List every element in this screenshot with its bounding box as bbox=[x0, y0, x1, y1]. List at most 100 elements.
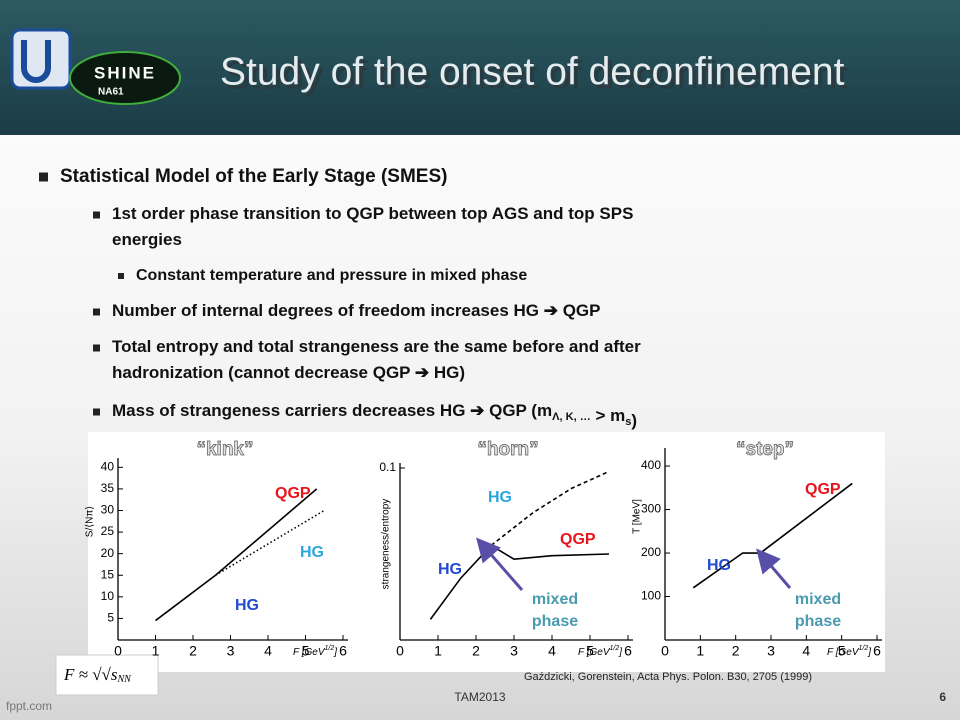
x-tick-label: 2 bbox=[189, 643, 197, 659]
text-run: energies bbox=[112, 230, 182, 249]
footer-center: TAM2013 bbox=[454, 690, 505, 704]
plot-label: QGP bbox=[805, 481, 841, 498]
bullet-text: Statistical Model of the Early Stage (SM… bbox=[60, 166, 447, 187]
x-label-end: ] bbox=[867, 647, 871, 658]
x-tick-label: 2 bbox=[472, 643, 480, 659]
x-tick-label: 3 bbox=[510, 643, 518, 659]
bullet-marker bbox=[39, 172, 48, 182]
brand: fppt.com bbox=[6, 699, 52, 713]
bullet-text: Total entropy and total strangeness are … bbox=[112, 337, 641, 356]
logo-oval bbox=[69, 51, 181, 105]
y-tick-label: 35 bbox=[101, 481, 115, 495]
text-run: Constant temperature and pressure in mix… bbox=[136, 267, 527, 284]
plot-label: HG bbox=[488, 489, 512, 506]
x-label-sup: 1/2 bbox=[325, 645, 335, 652]
y-tick-label: 400 bbox=[641, 458, 661, 472]
x-label-main: F [GeV bbox=[293, 647, 326, 658]
bullet-marker bbox=[93, 211, 100, 219]
label-line: HG bbox=[707, 557, 731, 574]
subscript: Λ, K, … bbox=[552, 411, 591, 423]
pointer-arrow bbox=[476, 537, 524, 591]
logo-text: SHINE bbox=[94, 63, 156, 82]
plot-label: QGP bbox=[560, 531, 596, 548]
x-label-sup: 1/2 bbox=[610, 645, 620, 652]
formula: F ≈ √√sNN bbox=[63, 665, 132, 685]
text-run: Total entropy and total strangeness are … bbox=[112, 337, 641, 356]
bullet-marker bbox=[93, 308, 100, 316]
text-run: Statistical Model of the Early Stage (SM… bbox=[60, 166, 447, 187]
x-tick-label: 4 bbox=[548, 643, 556, 659]
x-tick-label: 5 bbox=[838, 643, 846, 659]
y-tick-label: 0.1 bbox=[379, 460, 396, 474]
bullet-marker bbox=[93, 344, 100, 352]
label-line: QGP bbox=[560, 531, 596, 548]
text-run: ) bbox=[631, 411, 637, 430]
logo-u bbox=[21, 40, 51, 83]
label-line: HG bbox=[438, 561, 462, 578]
plot-label: HG bbox=[300, 544, 324, 561]
figure-panel bbox=[88, 432, 885, 672]
bullet-text: energies bbox=[112, 230, 182, 249]
y-axis-label: strangeness/entropy bbox=[381, 499, 392, 590]
y-tick-label: 100 bbox=[641, 589, 661, 603]
bullet-text: Constant temperature and pressure in mix… bbox=[136, 267, 527, 284]
plot-label: HG bbox=[235, 597, 259, 614]
label-line: phase bbox=[532, 613, 578, 630]
bullet-text: Mass of strangeness carriers decreases H… bbox=[112, 401, 637, 430]
x-label-main: F [GeV bbox=[578, 647, 611, 658]
label-line: QGP bbox=[275, 485, 311, 502]
label-line: mixed bbox=[795, 591, 841, 608]
x-tick-label: 6 bbox=[624, 643, 632, 659]
x-tick-label: 4 bbox=[264, 643, 272, 659]
curve bbox=[692, 482, 853, 589]
logo-sub: NA61 bbox=[98, 87, 124, 98]
y-tick-label: 5 bbox=[107, 611, 114, 625]
label-line: HG bbox=[235, 597, 259, 614]
x-tick-label: 1 bbox=[152, 643, 160, 659]
label-line: HG bbox=[488, 489, 512, 506]
x-tick-label: 6 bbox=[339, 643, 347, 659]
plot-label: mixed phase bbox=[532, 591, 578, 630]
bullet-marker bbox=[93, 408, 100, 416]
title-shadow: Study of the onset of deconfinement bbox=[224, 54, 849, 97]
x-tick-label: 0 bbox=[114, 643, 122, 659]
text-run: 1st order phase transition to QGP betwee… bbox=[112, 204, 633, 223]
bullet-text: 1st order phase transition to QGP betwee… bbox=[112, 204, 633, 223]
y-axis-label: S/⟨Nπ⟩ bbox=[85, 506, 96, 537]
x-tick-label: 5 bbox=[586, 643, 594, 659]
curve bbox=[490, 544, 610, 560]
x-tick-label: 0 bbox=[661, 643, 669, 659]
subscript: s bbox=[625, 416, 631, 428]
figure-title: “horn” bbox=[477, 439, 538, 460]
pointer-arrow bbox=[756, 548, 792, 589]
y-tick-label: 10 bbox=[101, 589, 115, 603]
formula-sub: NN bbox=[117, 674, 133, 685]
y-tick-label: 300 bbox=[641, 502, 661, 516]
bullet-text: hadronization (cannot decrease QGP ➔ HG) bbox=[112, 363, 465, 382]
x-tick-label: 1 bbox=[696, 643, 704, 659]
y-tick-label: 40 bbox=[101, 459, 115, 473]
citation: Gaździcki, Gorenstein, Acta Phys. Polon.… bbox=[524, 671, 812, 683]
x-label-sup: 1/2 bbox=[859, 645, 869, 652]
plot-label: HG bbox=[438, 561, 462, 578]
text-run: > m bbox=[591, 406, 626, 425]
x-label-main: F [GeV bbox=[827, 647, 860, 658]
text-run: Mass of strangeness carriers decreases H… bbox=[112, 401, 552, 420]
curve bbox=[215, 509, 325, 576]
bullet-marker bbox=[118, 273, 124, 279]
label-line: phase bbox=[795, 613, 841, 630]
label-line: mixed bbox=[532, 591, 578, 608]
formula-box bbox=[55, 654, 159, 696]
page-number: 6 bbox=[939, 690, 946, 704]
figure-title: “kink” bbox=[196, 439, 253, 460]
x-label-end: ] bbox=[618, 647, 622, 658]
figure-title: “step” bbox=[736, 439, 794, 460]
text-run: Number of internal degrees of freedom in… bbox=[112, 301, 600, 320]
bullet-text: Number of internal degrees of freedom in… bbox=[112, 301, 600, 320]
y-axis-label: T [MeV] bbox=[632, 499, 643, 534]
y-tick-label: 15 bbox=[101, 567, 115, 581]
x-tick-label: 5 bbox=[302, 643, 310, 659]
x-label-end: ] bbox=[333, 647, 337, 658]
y-tick-label: 200 bbox=[641, 545, 661, 559]
